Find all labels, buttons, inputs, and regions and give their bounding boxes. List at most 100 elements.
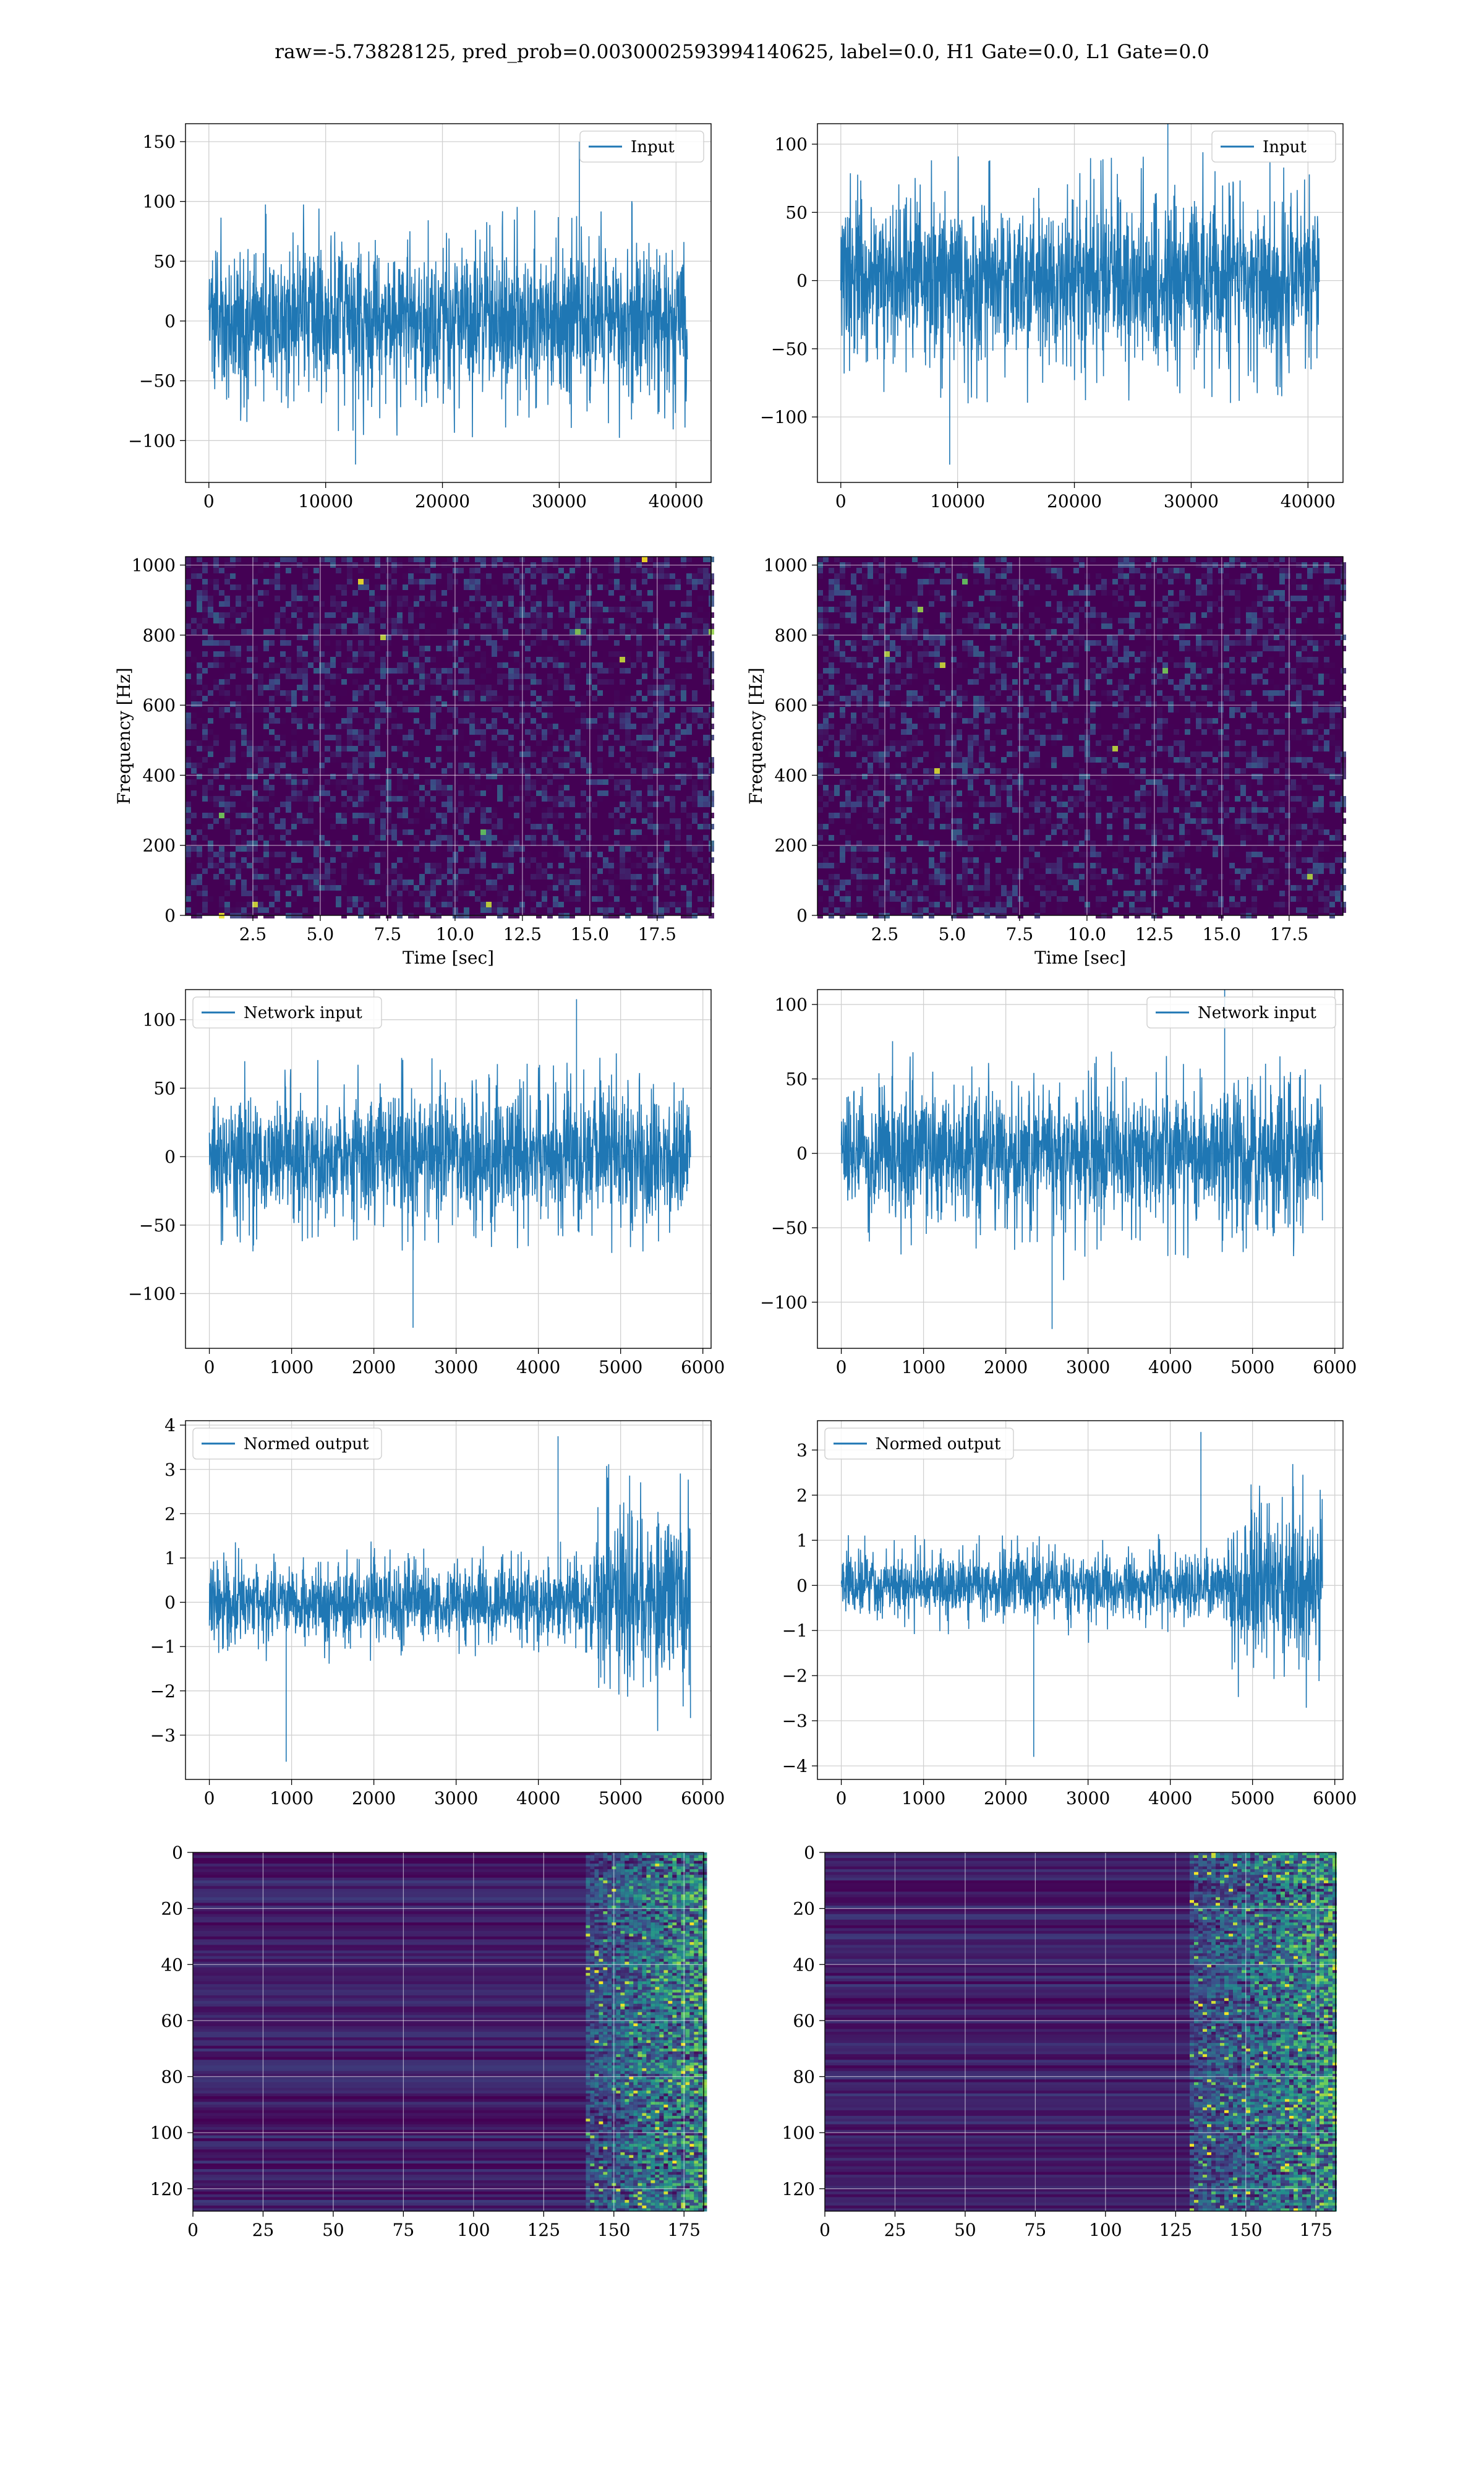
heatmap-cell [308, 696, 313, 701]
heatmap-cell [480, 729, 486, 735]
heatmap-cell [547, 701, 553, 707]
heatmap-cell [1040, 685, 1046, 690]
heatmap-cell [1224, 573, 1229, 579]
heatmap-cell [297, 757, 302, 763]
heatmap-cell [664, 573, 670, 579]
heatmap-cell [1107, 668, 1112, 674]
heatmap-cell [1057, 635, 1062, 640]
heatmap-cell [414, 579, 419, 584]
heatmap-cell [436, 696, 441, 701]
heatmap-cell [581, 813, 586, 818]
heatmap-cell [186, 807, 191, 813]
heatmap-cell [508, 863, 514, 868]
heatmap-cell [319, 662, 325, 668]
heatmap-cell [1012, 668, 1018, 674]
heatmap-cell [597, 735, 603, 740]
heatmap-cell [569, 601, 575, 607]
heatmap-cell [280, 757, 286, 763]
heatmap-cell [990, 779, 996, 785]
heatmap-cell [403, 740, 408, 746]
heatmap-cell [1257, 618, 1263, 623]
heatmap-cell [675, 785, 681, 790]
heatmap-cell [879, 729, 884, 735]
heatmap-cell [252, 885, 258, 891]
x-tick-label: 30000 [1164, 491, 1219, 511]
heatmap-cell [1096, 740, 1101, 746]
heatmap-cell [458, 679, 464, 685]
heatmap-cell [525, 674, 531, 679]
heatmap-cell [202, 635, 208, 640]
heatmap-cell [547, 863, 553, 868]
heatmap-cell [197, 623, 202, 629]
heatmap-cell [636, 796, 642, 802]
heatmap-cell [447, 579, 453, 584]
heatmap-cell [380, 668, 386, 674]
heatmap-cell [1140, 584, 1146, 590]
heatmap-cell [608, 874, 614, 880]
heatmap-cell [984, 640, 990, 646]
heatmap-cell [369, 768, 375, 774]
heatmap-cell [319, 557, 325, 562]
heatmap-cell [940, 640, 945, 646]
heatmap-cell [375, 557, 380, 562]
heatmap-cell [352, 713, 358, 718]
heatmap-cell [486, 690, 492, 696]
heatmap-cell [391, 863, 397, 868]
heatmap-cell [480, 807, 486, 813]
heatmap-cell [375, 774, 380, 779]
heatmap-cell [670, 807, 675, 813]
heatmap-cell [186, 802, 191, 807]
heatmap-cell [597, 779, 603, 785]
heatmap-cell [375, 718, 380, 724]
heatmap-cell [895, 584, 901, 590]
heatmap-cell [620, 846, 625, 852]
heatmap-cell [620, 724, 625, 729]
heatmap-cell [636, 790, 642, 796]
heatmap-cell [1196, 623, 1201, 629]
heatmap-cell [845, 674, 851, 679]
heatmap-cell [873, 640, 879, 646]
heatmap-cell [313, 657, 319, 662]
heatmap-cell [1240, 718, 1246, 724]
heatmap-cell [497, 774, 503, 779]
heatmap-cell [1090, 701, 1096, 707]
heatmap-cell [1073, 729, 1079, 735]
heatmap-cell [241, 857, 247, 863]
heatmap-cell [1268, 757, 1274, 763]
heatmap-cell [236, 790, 241, 796]
heatmap-cell [330, 584, 336, 590]
heatmap-cell [224, 679, 230, 685]
heatmap-cell [1274, 635, 1279, 640]
heatmap-cell [375, 701, 380, 707]
plot-frame [817, 123, 1344, 483]
heatmap-cell [480, 635, 486, 640]
heatmap-cell [542, 818, 547, 824]
heatmap-cell [984, 573, 990, 579]
heatmap-cell [1168, 740, 1174, 746]
heatmap-cell [592, 724, 597, 729]
heatmap-cell [531, 568, 536, 573]
heatmap-cell [592, 813, 597, 818]
heatmap-cell [659, 824, 664, 829]
heatmap-cell [397, 841, 403, 846]
heatmap-cell [1318, 623, 1324, 629]
heatmap-cell [458, 657, 464, 662]
heatmap-cell [890, 579, 895, 584]
heatmap-cell [1252, 746, 1257, 751]
heatmap-cell [391, 557, 397, 562]
heatmap-cell [642, 807, 647, 813]
heatmap-cell [525, 818, 531, 824]
heatmap-cell [1029, 674, 1034, 679]
heatmap-cell [347, 746, 352, 751]
heatmap-cell [536, 768, 542, 774]
heatmap-cell [1001, 651, 1007, 657]
heatmap-cell [408, 829, 414, 835]
heatmap-cell [1068, 662, 1073, 668]
heatmap-cell [547, 679, 553, 685]
heatmap-cell [319, 618, 325, 623]
heatmap-cell [531, 751, 536, 757]
heatmap-cell [614, 718, 620, 724]
heatmap-cell [236, 618, 241, 623]
heatmap-cell [906, 623, 912, 629]
heatmap-cell [330, 657, 336, 662]
